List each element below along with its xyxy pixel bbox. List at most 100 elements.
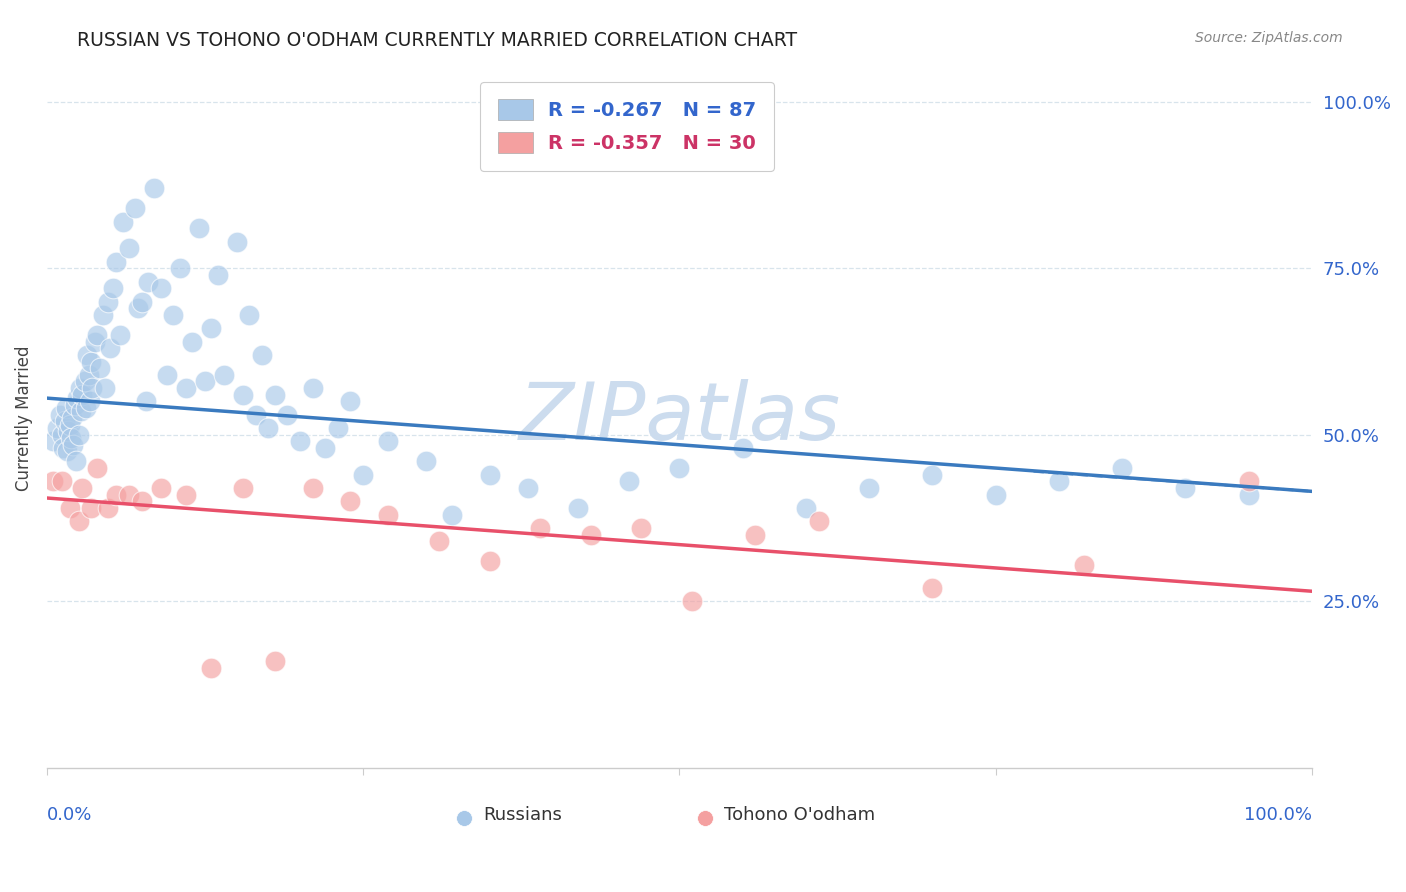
Point <box>453 808 475 822</box>
Point <box>579 527 602 541</box>
Point <box>124 202 146 216</box>
Point <box>127 301 149 316</box>
Point <box>314 441 336 455</box>
Point <box>288 434 311 449</box>
Text: Source: ZipAtlas.com: Source: ZipAtlas.com <box>1195 31 1343 45</box>
Point <box>101 281 124 295</box>
Point <box>77 368 100 382</box>
Point <box>111 215 134 229</box>
Point <box>731 441 754 455</box>
Point <box>194 375 217 389</box>
Point <box>75 401 97 416</box>
Point <box>53 414 76 428</box>
Point <box>276 408 298 422</box>
Point <box>174 381 197 395</box>
Y-axis label: Currently Married: Currently Married <box>15 345 32 491</box>
Point <box>66 391 89 405</box>
Point <box>212 368 235 382</box>
Point <box>250 348 273 362</box>
Point <box>60 411 83 425</box>
Point <box>440 508 463 522</box>
Point <box>63 398 86 412</box>
Point <box>339 494 361 508</box>
Point <box>1073 558 1095 572</box>
Legend: R = -0.267   N = 87, R = -0.357   N = 30: R = -0.267 N = 87, R = -0.357 N = 30 <box>481 82 775 170</box>
Point <box>232 481 254 495</box>
Point <box>1174 481 1197 495</box>
Text: 100.0%: 100.0% <box>1244 806 1312 824</box>
Point <box>72 481 94 495</box>
Point <box>263 388 285 402</box>
Point <box>377 434 399 449</box>
Point <box>301 481 323 495</box>
Point <box>415 454 437 468</box>
Point <box>207 268 229 282</box>
Point <box>263 654 285 668</box>
Point <box>51 475 73 489</box>
Point <box>51 427 73 442</box>
Point <box>86 327 108 342</box>
Point <box>339 394 361 409</box>
Point <box>59 417 82 432</box>
Point <box>232 388 254 402</box>
Point <box>62 438 84 452</box>
Point <box>143 181 166 195</box>
Point <box>56 444 79 458</box>
Point <box>1111 461 1133 475</box>
Point <box>98 341 121 355</box>
Point <box>97 501 120 516</box>
Point <box>921 581 943 595</box>
Point <box>48 408 70 422</box>
Point <box>42 434 65 449</box>
Point <box>89 361 111 376</box>
Point <box>76 348 98 362</box>
Point <box>187 221 209 235</box>
Point <box>58 425 80 439</box>
Point <box>149 481 172 495</box>
Point <box>105 254 128 268</box>
Point <box>131 494 153 508</box>
Point <box>668 461 690 475</box>
Point <box>529 521 551 535</box>
Point <box>80 354 103 368</box>
Point <box>136 275 159 289</box>
Point <box>67 427 90 442</box>
Point <box>352 467 374 482</box>
Point <box>110 327 132 342</box>
Point <box>118 488 141 502</box>
Point <box>681 594 703 608</box>
Point <box>984 488 1007 502</box>
Point <box>67 514 90 528</box>
Point <box>630 521 652 535</box>
Point <box>94 381 117 395</box>
Text: ZIPatlas: ZIPatlas <box>519 379 841 457</box>
Point <box>73 375 96 389</box>
Point <box>921 467 943 482</box>
Point <box>162 308 184 322</box>
Point <box>567 501 589 516</box>
Point <box>65 454 87 468</box>
Point <box>200 661 222 675</box>
Point <box>55 401 77 416</box>
Point <box>169 261 191 276</box>
Point <box>617 475 640 489</box>
Point <box>46 421 69 435</box>
Point <box>1237 475 1260 489</box>
Text: Tohono O'odham: Tohono O'odham <box>724 806 875 824</box>
Point <box>70 404 93 418</box>
Point <box>200 321 222 335</box>
Point <box>181 334 204 349</box>
Point <box>1047 475 1070 489</box>
Point <box>97 294 120 309</box>
Point <box>131 294 153 309</box>
Point <box>257 421 280 435</box>
Point <box>516 481 538 495</box>
Point <box>79 394 101 409</box>
Point <box>301 381 323 395</box>
Point <box>377 508 399 522</box>
Point <box>245 408 267 422</box>
Point <box>693 808 716 822</box>
Point <box>80 501 103 516</box>
Point <box>794 501 817 516</box>
Point <box>1237 488 1260 502</box>
